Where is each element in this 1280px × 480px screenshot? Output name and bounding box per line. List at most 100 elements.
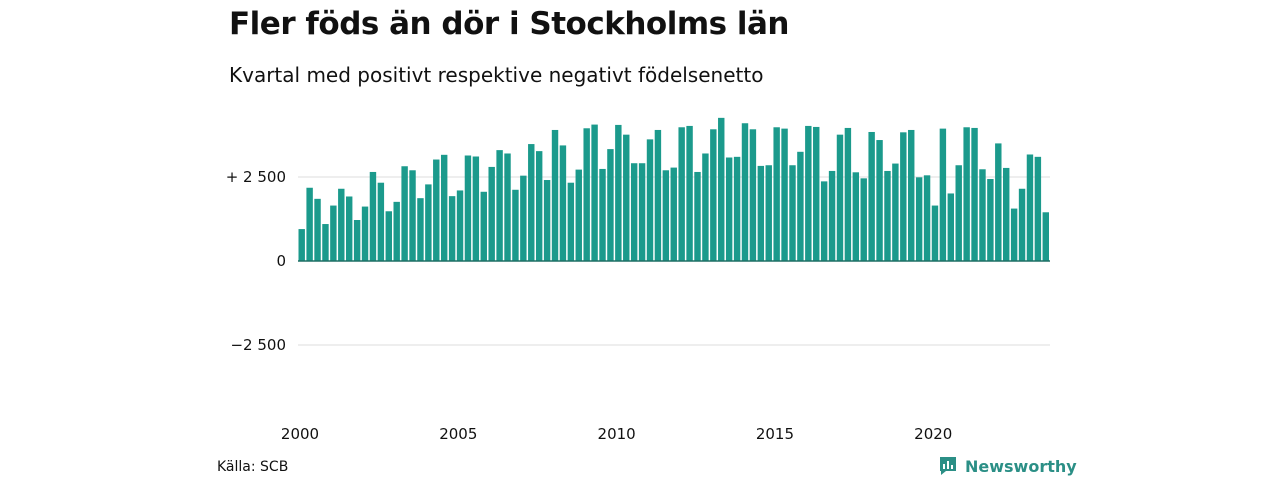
bar: [654, 129, 662, 261]
bar: [884, 170, 891, 261]
bar: [813, 126, 820, 261]
bar: [623, 134, 630, 261]
bar: [670, 167, 677, 261]
bar: [425, 184, 432, 261]
bar: [520, 175, 527, 261]
bar: [741, 123, 749, 262]
y-tick-label: −2 500: [230, 336, 286, 354]
bar: [702, 153, 709, 261]
bar: [710, 129, 717, 261]
bar: [1018, 188, 1026, 261]
bar: [820, 181, 828, 261]
bar: [844, 127, 852, 261]
bar: [963, 127, 970, 262]
bar: [765, 165, 772, 261]
bar: [947, 193, 955, 261]
bar: [1010, 208, 1018, 261]
bars: [298, 117, 1050, 262]
bar: [528, 144, 535, 261]
x-tick-label: 2015: [756, 425, 794, 443]
bar: [987, 179, 994, 261]
bar: [733, 156, 741, 261]
bar: [789, 165, 796, 261]
bar: [955, 165, 962, 261]
bar: [322, 224, 329, 261]
bar: [575, 169, 582, 261]
bar: [298, 229, 305, 261]
bar: [543, 180, 551, 261]
bar: [535, 151, 543, 261]
bar: [686, 125, 693, 262]
bar: [488, 166, 495, 261]
bar: [338, 188, 345, 261]
bar: [646, 139, 654, 261]
bar: [306, 187, 313, 261]
bar: [607, 149, 614, 261]
bar: [472, 156, 480, 261]
bar: [915, 177, 923, 261]
bar: [630, 163, 638, 261]
bar: [345, 196, 353, 261]
bar: [749, 129, 757, 261]
bar: [662, 170, 670, 261]
x-tick-label: 2010: [598, 425, 636, 443]
bar: [836, 134, 844, 261]
x-axis-ticks: 2000 2005 2010 2015 2020: [281, 425, 952, 443]
bar: [931, 205, 939, 261]
bar: [805, 125, 812, 262]
bar: [417, 198, 424, 261]
x-tick-label: 2020: [914, 425, 952, 443]
bar: [908, 129, 915, 261]
brand-name: Newsworthy: [965, 456, 1077, 476]
bar: [551, 129, 559, 261]
bar-chart-icon: [940, 457, 956, 475]
bar: [591, 124, 598, 261]
bar: [678, 127, 685, 262]
bar: [559, 145, 567, 261]
bar: [615, 124, 622, 261]
bar: [876, 140, 883, 261]
bar: [448, 196, 456, 261]
bar: [314, 198, 321, 261]
bar: [512, 189, 519, 261]
bar: [1026, 154, 1034, 261]
bar: [377, 182, 385, 261]
bar: [440, 154, 448, 261]
bar: [979, 169, 986, 261]
bar: [369, 171, 377, 261]
y-tick-label: 0: [276, 252, 286, 270]
x-tick-label: 2005: [439, 425, 477, 443]
bar: [773, 127, 780, 262]
bar: [892, 163, 899, 261]
bar: [638, 163, 646, 261]
bar: [353, 220, 361, 261]
bar: [464, 155, 472, 261]
bar: [393, 201, 400, 261]
bar: [504, 153, 511, 261]
bar: [1003, 167, 1010, 261]
bar: [433, 159, 440, 261]
bar: [923, 175, 931, 261]
bar: [583, 128, 590, 261]
x-tick-label: 2000: [281, 425, 319, 443]
bar: [939, 128, 947, 261]
bar: [900, 132, 907, 261]
y-tick-label: + 2 500: [226, 168, 286, 186]
bar: [868, 131, 875, 261]
bar: [496, 150, 503, 261]
bar: [361, 206, 369, 261]
bar: [1034, 156, 1042, 261]
bar: [480, 191, 487, 261]
bar: [599, 168, 606, 261]
bar: [385, 211, 392, 261]
bar: [330, 205, 337, 261]
brand-logo: Newsworthy: [938, 455, 1077, 477]
bar: [995, 143, 1002, 261]
bar: [725, 157, 733, 261]
bar: [757, 165, 765, 261]
bar: [409, 170, 416, 261]
bar: [567, 182, 575, 261]
bar: [852, 172, 860, 261]
bar: [860, 178, 867, 261]
